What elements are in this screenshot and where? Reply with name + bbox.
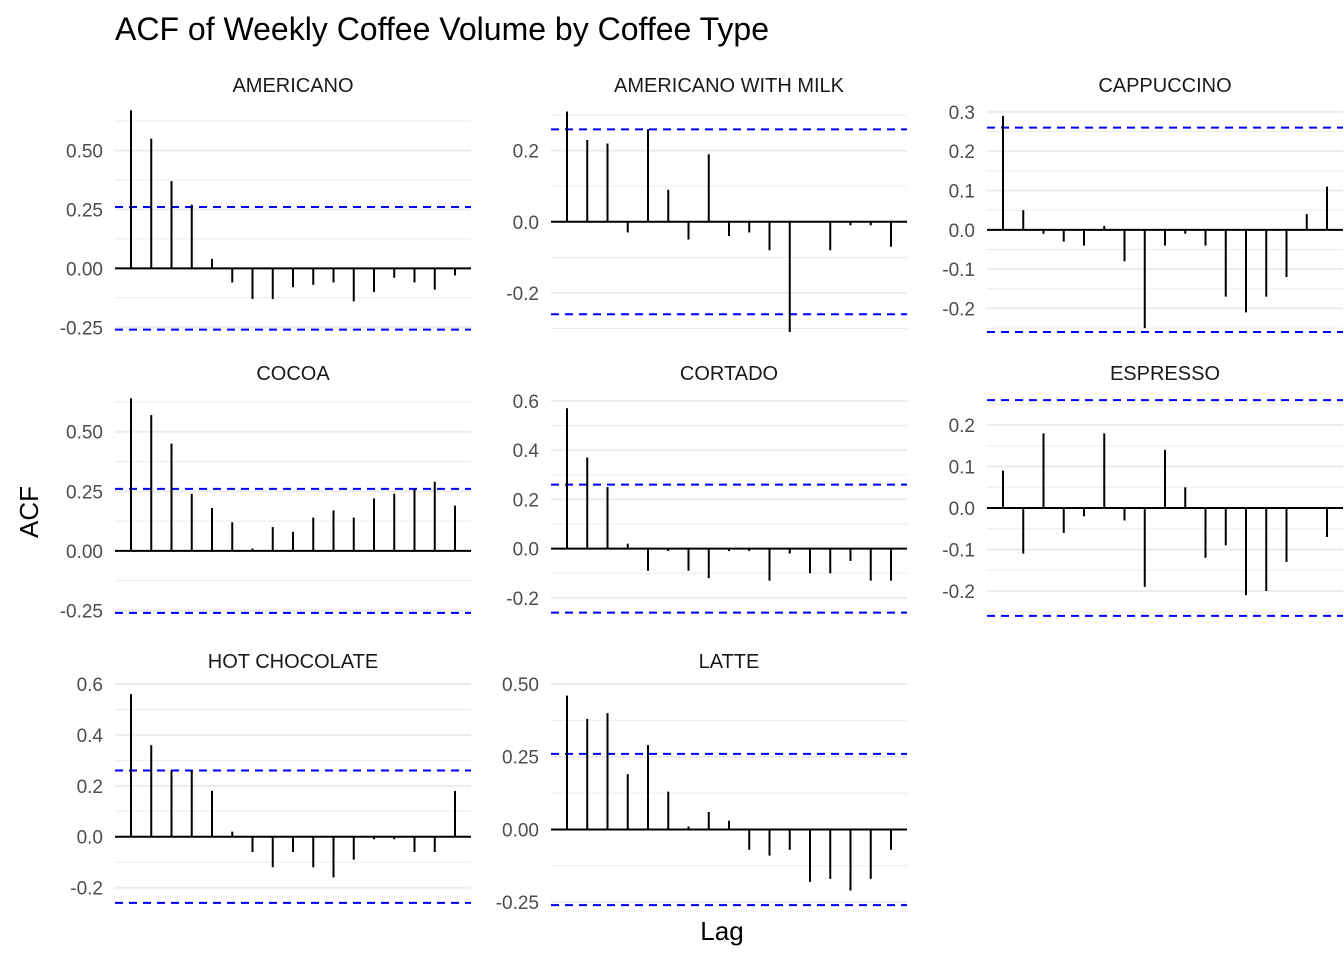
strip-label-americano: AMERICANO	[232, 75, 353, 97]
y-tick-label: 0.2	[949, 416, 975, 437]
y-tick-label: 0.25	[66, 200, 103, 221]
y-tick-label: 0.2	[949, 142, 975, 163]
y-tick-label: 0.00	[502, 820, 539, 841]
panel-americano: AMERICANO -0.25 0.00 0.25 0.50	[60, 75, 471, 339]
strip-label-cappuccino: CAPPUCCINO	[1098, 75, 1231, 97]
y-tick-label: 0.2	[513, 490, 539, 511]
strip-label-cortado: CORTADO	[680, 363, 778, 385]
y-tick-label: 0.25	[502, 748, 539, 769]
y-tick-label: 0.0	[949, 221, 975, 242]
y-tick-label: 0.4	[513, 441, 540, 462]
y-tick-label: 0.6	[77, 675, 103, 696]
y-tick-label: 0.50	[502, 675, 539, 696]
facet-panels: AMERICANO -0.25 0.00 0.25 0.50 AMERICANO WITH…	[60, 75, 1343, 914]
panel-hot-chocolate: HOT CHOCOLATE -0.2 0.0 0.2 0.4 0.6	[70, 651, 471, 904]
y-tick-label: 0.6	[513, 392, 539, 413]
strip-label-hot-chocolate: HOT CHOCOLATE	[208, 651, 378, 673]
panel-latte: LATTE -0.25 0.00 0.25 0.50	[496, 651, 907, 914]
y-tick-label: 0.00	[66, 542, 103, 563]
panel-cappuccino: CAPPUCCINO -0.2 -0.1 0.0 0.1 0.2 0.3	[942, 75, 1343, 333]
strip-label-latte: LATTE	[699, 651, 760, 673]
y-tick-label: 0.2	[77, 777, 103, 798]
y-tick-label: -0.2	[942, 299, 975, 320]
y-tick-label: 0.50	[66, 423, 103, 444]
y-axis-title: ACF	[14, 486, 44, 538]
chart-title: ACF of Weekly Coffee Volume by Coffee Ty…	[115, 11, 769, 47]
y-tick-label: 0.2	[513, 142, 539, 163]
strip-label-americano-with-milk: AMERICANO WITH MILK	[614, 75, 845, 97]
y-tick-label: 0.00	[66, 259, 103, 280]
y-tick-label: 0.1	[949, 458, 975, 479]
y-tick-label: 0.0	[77, 828, 103, 849]
panel-espresso: ESPRESSO -0.2 -0.1 0.0 0.1 0.2	[942, 363, 1343, 617]
y-tick-label: -0.2	[70, 879, 103, 900]
panel-americano-with-milk: AMERICANO WITH MILK -0.2 0.0 0.2	[506, 75, 907, 332]
y-tick-label: 0.0	[949, 499, 975, 520]
panel-cortado: CORTADO -0.2 0.0 0.2 0.4 0.6	[506, 363, 907, 614]
y-tick-label: -0.1	[942, 540, 975, 561]
strip-label-espresso: ESPRESSO	[1110, 363, 1220, 385]
x-axis-title: Lag	[700, 916, 743, 946]
y-tick-label: -0.25	[496, 893, 539, 914]
y-tick-label: 0.0	[513, 213, 539, 234]
y-tick-label: 0.0	[513, 540, 539, 561]
y-tick-label: -0.2	[506, 284, 539, 305]
y-tick-label: -0.25	[60, 601, 103, 622]
y-tick-label: -0.25	[60, 318, 103, 339]
y-tick-label: -0.1	[942, 260, 975, 281]
y-tick-label: 0.1	[949, 182, 975, 203]
y-tick-label: -0.2	[942, 582, 975, 603]
y-tick-label: 0.25	[66, 482, 103, 503]
panel-cocoa: COCOA -0.25 0.00 0.25 0.50	[60, 363, 471, 622]
y-tick-label: -0.2	[506, 589, 539, 610]
strip-label-cocoa: COCOA	[256, 363, 330, 385]
y-tick-label: 0.50	[66, 141, 103, 162]
y-tick-label: 0.4	[77, 726, 104, 747]
y-tick-label: 0.3	[949, 103, 975, 124]
